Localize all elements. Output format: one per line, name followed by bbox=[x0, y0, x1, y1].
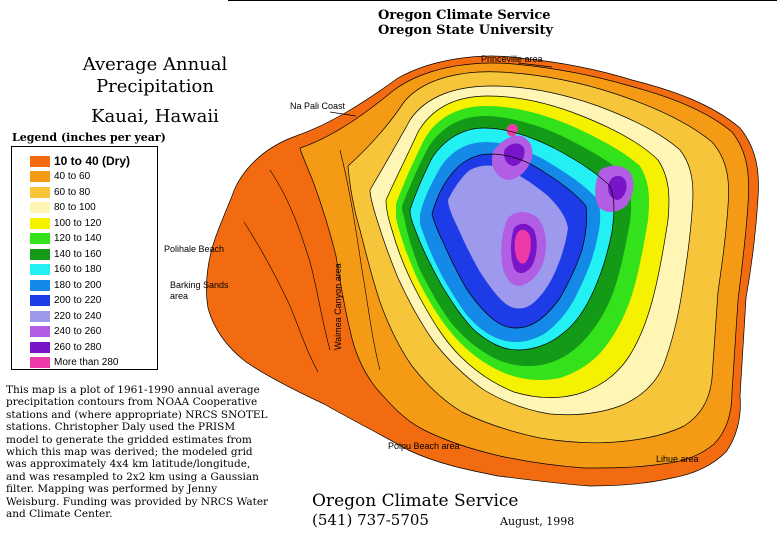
legend-label: 180 to 200 bbox=[54, 279, 102, 291]
legend-label: 120 to 140 bbox=[54, 233, 102, 244]
top-rule bbox=[228, 0, 777, 1]
legend-label: 240 to 260 bbox=[54, 326, 102, 337]
zone-260-280 bbox=[504, 143, 627, 274]
legend-item: More than 280 bbox=[30, 357, 119, 369]
legend-label: 60 to 80 bbox=[54, 186, 91, 198]
place-princeville: Princeville area bbox=[481, 54, 543, 64]
legend-item: 40 to 60 bbox=[30, 171, 90, 183]
footer-org: Oregon Climate Service bbox=[312, 491, 519, 511]
header-org: Oregon Climate Service bbox=[378, 8, 551, 23]
place-barking-sands: Barking Sands bbox=[170, 280, 229, 290]
legend-swatch bbox=[30, 326, 50, 337]
legend-item: 100 to 120 bbox=[30, 217, 101, 229]
legend-title: Legend (inches per year) bbox=[12, 131, 166, 144]
legend-swatch bbox=[30, 357, 50, 368]
zone-more-than-280 bbox=[506, 123, 531, 264]
legend-swatch bbox=[30, 279, 50, 291]
legend-label: 260 to 280 bbox=[54, 341, 102, 353]
legend-item: 180 to 200 bbox=[30, 279, 101, 291]
legend-swatch bbox=[30, 217, 50, 229]
legend-item: 260 to 280 bbox=[30, 341, 101, 353]
legend-swatch bbox=[30, 186, 50, 198]
contour-lines bbox=[206, 55, 759, 487]
legend-label: 220 to 240 bbox=[54, 310, 102, 322]
legend-item: 80 to 100 bbox=[30, 202, 96, 214]
legend-swatch bbox=[30, 202, 50, 213]
legend-item: 220 to 240 bbox=[30, 310, 101, 322]
legend-swatch bbox=[30, 295, 50, 306]
legend-swatch bbox=[30, 233, 50, 244]
legend-label: 10 to 40 (Dry) bbox=[54, 154, 131, 168]
legend-item: 140 to 160 bbox=[30, 248, 101, 260]
description-text: This map is a plot of 1961-1990 annual a… bbox=[6, 384, 269, 521]
legend-item: 200 to 220 bbox=[30, 295, 101, 307]
legend-label: More than 280 bbox=[54, 357, 119, 368]
legend-label: 140 to 160 bbox=[54, 248, 102, 260]
place-poipu-beach: Poipu Beach area bbox=[388, 441, 460, 451]
legend-item: 240 to 260 bbox=[30, 326, 101, 338]
legend-label: 160 to 180 bbox=[54, 264, 102, 275]
footer-date: August, 1998 bbox=[500, 515, 575, 528]
legend-swatch bbox=[30, 310, 50, 322]
legend-swatch bbox=[30, 171, 50, 182]
place-barking-sands-area: area bbox=[170, 291, 189, 301]
legend-swatch bbox=[30, 248, 50, 260]
place-lihue: Lihue area bbox=[656, 454, 699, 464]
legend-item: 10 to 40 (Dry) bbox=[30, 154, 131, 168]
legend-label: 100 to 120 bbox=[54, 217, 102, 229]
legend-label: 40 to 60 bbox=[54, 171, 91, 182]
map-title: Average Annual Precipitation Kauai, Hawa… bbox=[30, 54, 280, 128]
header: Oregon Climate Service Oregon State Univ… bbox=[378, 8, 553, 38]
legend-label: 200 to 220 bbox=[54, 295, 102, 306]
place-waimea-canyon: Waimea Canyon area bbox=[333, 263, 343, 350]
title-line2: Kauai, Hawaii bbox=[91, 106, 219, 127]
legend-swatch bbox=[30, 264, 50, 275]
terrain-lines bbox=[243, 149, 381, 373]
title-line1: Average Annual Precipitation bbox=[82, 54, 228, 97]
legend-swatch bbox=[30, 155, 50, 167]
legend-item: 120 to 140 bbox=[30, 233, 101, 245]
place-na-pali-coast: Na Pali Coast bbox=[290, 101, 346, 111]
legend-item: 160 to 180 bbox=[30, 264, 101, 276]
legend: 10 to 40 (Dry) 40 to 60 60 to 80 80 to 100 1… bbox=[11, 146, 158, 370]
leader-lines bbox=[329, 62, 553, 117]
place-polihale-beach: Polihale Beach bbox=[164, 244, 225, 254]
legend-swatch bbox=[30, 341, 50, 353]
legend-item: 60 to 80 bbox=[30, 186, 90, 198]
footer-phone: (541) 737-5705 bbox=[312, 511, 429, 529]
header-university: Oregon State University bbox=[378, 23, 554, 38]
legend-label: 80 to 100 bbox=[54, 202, 96, 213]
